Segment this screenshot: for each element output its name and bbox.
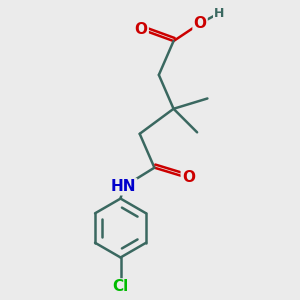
Text: H: H xyxy=(214,7,224,20)
Text: HN: HN xyxy=(111,179,136,194)
Text: O: O xyxy=(135,22,148,37)
Text: Cl: Cl xyxy=(112,279,129,294)
Text: O: O xyxy=(182,170,195,185)
Text: O: O xyxy=(194,16,207,31)
